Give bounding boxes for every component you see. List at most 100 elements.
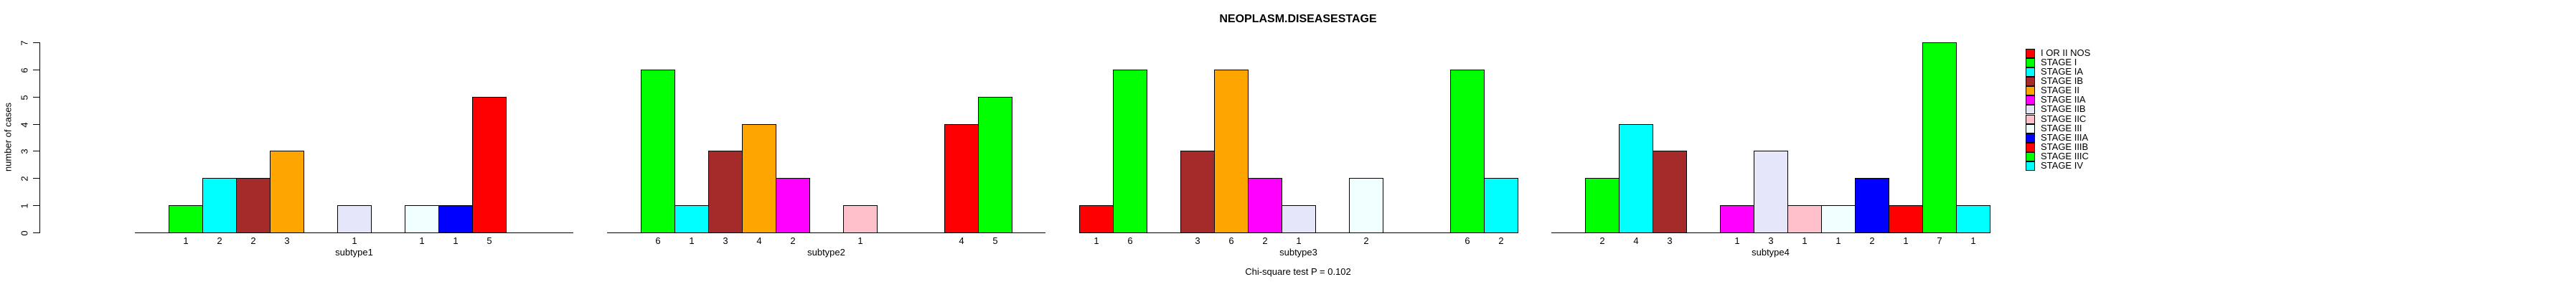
bar-value-label: 3 bbox=[723, 235, 728, 246]
chi-square-note: Chi-square test P = 0.102 bbox=[1245, 266, 1351, 277]
bar-value-label: 1 bbox=[1835, 235, 1841, 246]
bar-value-label: 6 bbox=[1228, 235, 1234, 246]
bar-value-label: 2 bbox=[1262, 235, 1268, 246]
legend-color-swatch bbox=[2026, 124, 2035, 133]
y-tick-mark bbox=[33, 232, 39, 233]
y-tick-mark bbox=[33, 124, 39, 125]
bar bbox=[708, 151, 743, 233]
bar-value-label: 6 bbox=[655, 235, 661, 246]
bar-value-label: 5 bbox=[486, 235, 492, 246]
bar-value-label: 4 bbox=[959, 235, 964, 246]
bar-value-label: 1 bbox=[1734, 235, 1740, 246]
legend-color-swatch bbox=[2026, 133, 2035, 143]
y-axis-line bbox=[39, 42, 40, 233]
bar-value-label: 2 bbox=[217, 235, 222, 246]
bar bbox=[202, 178, 237, 233]
bar bbox=[1180, 151, 1215, 233]
x-group-label: subtype4 bbox=[1752, 247, 1790, 258]
legend-label: STAGE II bbox=[2041, 85, 2079, 95]
bar bbox=[1349, 178, 1383, 233]
bar-value-label: 4 bbox=[1633, 235, 1639, 246]
bar-value-label: 3 bbox=[1768, 235, 1774, 246]
y-tick-label: 2 bbox=[19, 175, 30, 182]
bar-value-label: 1 bbox=[419, 235, 425, 246]
bar-value-label: 1 bbox=[453, 235, 459, 246]
y-tick-label: 0 bbox=[19, 230, 30, 236]
bar bbox=[270, 151, 304, 233]
legend-color-swatch bbox=[2026, 67, 2035, 77]
bar-value-label: 1 bbox=[183, 235, 189, 246]
group-baseline bbox=[607, 232, 1045, 233]
bar bbox=[674, 205, 709, 233]
bar bbox=[1079, 205, 1114, 233]
legend-label: STAGE IIC bbox=[2041, 113, 2087, 124]
bar-value-label: 2 bbox=[250, 235, 256, 246]
legend-color-swatch bbox=[2026, 143, 2035, 152]
y-tick-label: 7 bbox=[19, 39, 30, 46]
bar bbox=[1787, 205, 1822, 233]
bar-value-label: 1 bbox=[352, 235, 357, 246]
legend-label: STAGE IB bbox=[2041, 75, 2083, 86]
bar-value-label: 4 bbox=[756, 235, 762, 246]
bar bbox=[438, 205, 473, 233]
bar-value-label: 1 bbox=[1296, 235, 1302, 246]
bar bbox=[1282, 205, 1316, 233]
bar-value-label: 2 bbox=[1599, 235, 1605, 246]
bar-value-label: 3 bbox=[284, 235, 290, 246]
bar bbox=[472, 97, 507, 233]
bar bbox=[337, 205, 372, 233]
y-tick-mark bbox=[33, 205, 39, 206]
legend-label: STAGE IIIB bbox=[2041, 141, 2089, 152]
legend-label: STAGE IIA bbox=[2041, 94, 2086, 105]
y-tick-label: 1 bbox=[19, 202, 30, 209]
bar-value-label: 1 bbox=[689, 235, 695, 246]
y-axis-label: number of cases bbox=[2, 102, 14, 172]
x-group-label: subtype2 bbox=[807, 247, 845, 258]
bar bbox=[1855, 178, 1889, 233]
legend-label: I OR II NOS bbox=[2041, 47, 2091, 58]
bar bbox=[1248, 178, 1282, 233]
x-group-label: subtype3 bbox=[1279, 247, 1317, 258]
bar bbox=[1956, 205, 1990, 233]
bar-value-label: 1 bbox=[857, 235, 863, 246]
bar-value-label: 3 bbox=[1195, 235, 1200, 246]
bar bbox=[641, 70, 675, 233]
bar bbox=[1585, 178, 1620, 233]
legend-color-swatch bbox=[2026, 86, 2035, 95]
bar-value-label: 6 bbox=[1127, 235, 1133, 246]
bar bbox=[944, 124, 979, 233]
legend-color-swatch bbox=[2026, 161, 2035, 171]
legend-label: STAGE III bbox=[2041, 123, 2082, 133]
bar bbox=[1619, 124, 1653, 233]
legend-color-swatch bbox=[2026, 58, 2035, 67]
bar bbox=[1720, 205, 1754, 233]
bar bbox=[405, 205, 439, 233]
bar bbox=[236, 178, 271, 233]
bar bbox=[1821, 205, 1856, 233]
legend-color-swatch bbox=[2026, 77, 2035, 86]
bar-value-label: 1 bbox=[1802, 235, 1808, 246]
y-tick-mark bbox=[33, 97, 39, 98]
bar-value-label: 2 bbox=[1498, 235, 1504, 246]
legend-color-swatch bbox=[2026, 105, 2035, 114]
legend-label: STAGE IIIA bbox=[2041, 132, 2089, 143]
y-tick-mark bbox=[33, 42, 39, 43]
x-group-label: subtype1 bbox=[335, 247, 373, 258]
y-tick-label: 5 bbox=[19, 94, 30, 100]
chart-title: NEOPLASM.DISEASESTAGE bbox=[1219, 13, 1377, 25]
bar-value-label: 5 bbox=[992, 235, 998, 246]
bar bbox=[1450, 70, 1485, 233]
bar-value-label: 3 bbox=[1667, 235, 1673, 246]
bar bbox=[776, 178, 810, 233]
legend-label: STAGE IA bbox=[2041, 66, 2083, 77]
legend-label: STAGE IIIC bbox=[2041, 151, 2089, 161]
legend-color-swatch bbox=[2026, 152, 2035, 161]
bar bbox=[978, 97, 1012, 233]
bar-value-label: 6 bbox=[1465, 235, 1470, 246]
legend-label: STAGE IV bbox=[2041, 160, 2083, 171]
bar bbox=[1113, 70, 1147, 233]
legend-color-swatch bbox=[2026, 115, 2035, 124]
bar-value-label: 2 bbox=[1869, 235, 1875, 246]
bar bbox=[843, 205, 878, 233]
